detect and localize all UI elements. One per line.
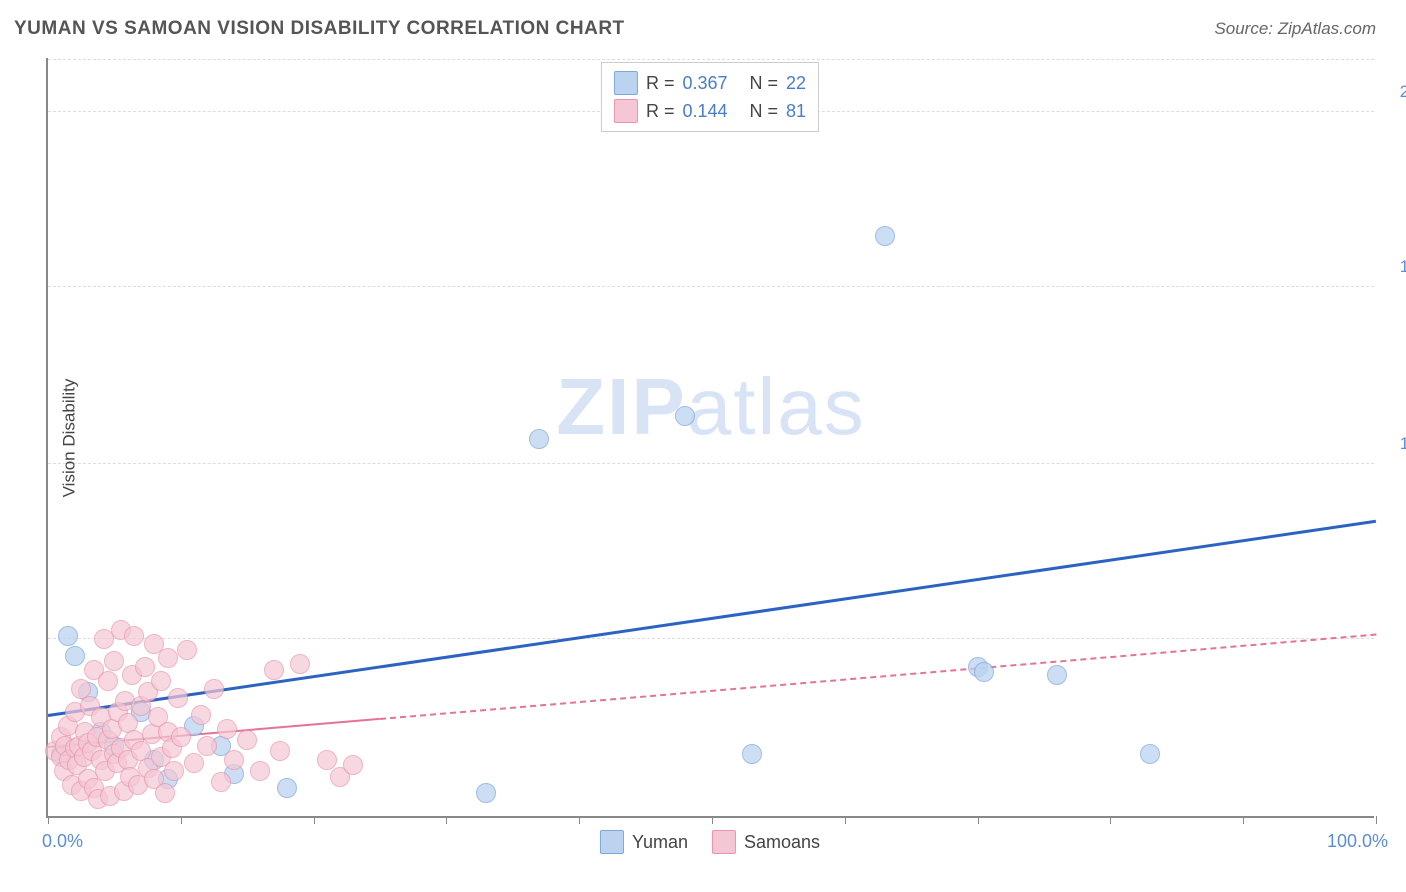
- y-tick-label: 25.0%: [1378, 82, 1406, 102]
- legend-swatch: [614, 71, 638, 95]
- legend-row: R = 0.367 N = 22: [614, 69, 806, 97]
- gridline: [48, 59, 1374, 60]
- data-point: [65, 646, 85, 666]
- data-point: [250, 761, 270, 781]
- legend-item: Yuman: [600, 830, 688, 854]
- data-point: [1047, 665, 1067, 685]
- chart-area: ZIPatlas 6.3%12.5%18.8%25.0% Vision Disa…: [46, 58, 1374, 818]
- x-tick: [446, 816, 447, 824]
- x-tick: [712, 816, 713, 824]
- data-point: [277, 778, 297, 798]
- x-tick: [1243, 816, 1244, 824]
- data-point: [974, 662, 994, 682]
- legend-r-value: 0.367: [682, 73, 727, 94]
- data-point: [343, 755, 363, 775]
- series-legend: Yuman Samoans: [600, 830, 820, 854]
- legend-n-value: 22: [786, 73, 806, 94]
- gridline: [48, 463, 1374, 464]
- data-point: [58, 626, 78, 646]
- legend-r-value: 0.144: [682, 101, 727, 122]
- x-axis-max-label: 100.0%: [1327, 831, 1388, 852]
- data-point: [875, 226, 895, 246]
- gridline: [48, 286, 1374, 287]
- chart-header: YUMAN VS SAMOAN VISION DISABILITY CORREL…: [0, 0, 1406, 48]
- data-point: [164, 761, 184, 781]
- legend-swatch: [712, 830, 736, 854]
- x-axis-min-label: 0.0%: [42, 831, 83, 852]
- data-point: [204, 679, 224, 699]
- legend-label: Yuman: [632, 832, 688, 853]
- trendline-solid: [48, 520, 1376, 717]
- legend-n-label: N =: [750, 101, 779, 122]
- data-point: [168, 688, 188, 708]
- correlation-legend: R = 0.367 N = 22 R = 0.144 N = 81: [601, 62, 819, 132]
- data-point: [529, 429, 549, 449]
- x-tick: [1376, 816, 1377, 824]
- data-point: [124, 626, 144, 646]
- data-point: [98, 671, 118, 691]
- data-point: [177, 640, 197, 660]
- legend-row: R = 0.144 N = 81: [614, 97, 806, 125]
- data-point: [264, 660, 284, 680]
- watermark-light: atlas: [687, 362, 866, 451]
- gridline: [48, 638, 1374, 639]
- legend-swatch: [614, 99, 638, 123]
- data-point: [217, 719, 237, 739]
- x-tick: [978, 816, 979, 824]
- data-point: [224, 750, 244, 770]
- watermark-bold: ZIP: [556, 362, 686, 451]
- legend-item: Samoans: [712, 830, 820, 854]
- chart-title: YUMAN VS SAMOAN VISION DISABILITY CORREL…: [14, 18, 625, 40]
- data-point: [742, 744, 762, 764]
- legend-n-label: N =: [750, 73, 779, 94]
- x-tick: [845, 816, 846, 824]
- data-point: [211, 772, 231, 792]
- legend-r-label: R =: [646, 73, 675, 94]
- data-point: [191, 705, 211, 725]
- data-point: [237, 730, 257, 750]
- legend-n-value: 81: [786, 101, 806, 122]
- y-tick-label: 18.8%: [1378, 257, 1406, 277]
- plot-region: ZIPatlas 6.3%12.5%18.8%25.0%: [46, 58, 1374, 818]
- x-tick: [579, 816, 580, 824]
- data-point: [158, 648, 178, 668]
- data-point: [290, 654, 310, 674]
- x-tick: [314, 816, 315, 824]
- data-point: [104, 651, 124, 671]
- data-point: [155, 783, 175, 803]
- legend-r-label: R =: [646, 101, 675, 122]
- x-tick: [48, 816, 49, 824]
- data-point: [675, 406, 695, 426]
- data-point: [197, 736, 217, 756]
- data-point: [476, 783, 496, 803]
- y-tick-label: 6.3%: [1378, 609, 1406, 629]
- data-point: [317, 750, 337, 770]
- data-point: [171, 727, 191, 747]
- watermark: ZIPatlas: [556, 361, 865, 453]
- data-point: [1140, 744, 1160, 764]
- data-point: [184, 753, 204, 773]
- legend-label: Samoans: [744, 832, 820, 853]
- data-point: [151, 671, 171, 691]
- source-attribution: Source: ZipAtlas.com: [1214, 19, 1376, 39]
- y-tick-label: 12.5%: [1378, 434, 1406, 454]
- legend-swatch: [600, 830, 624, 854]
- data-point: [270, 741, 290, 761]
- y-axis-label: Vision Disability: [59, 379, 79, 498]
- trendline-dashed: [380, 634, 1376, 720]
- x-tick: [1110, 816, 1111, 824]
- x-tick: [181, 816, 182, 824]
